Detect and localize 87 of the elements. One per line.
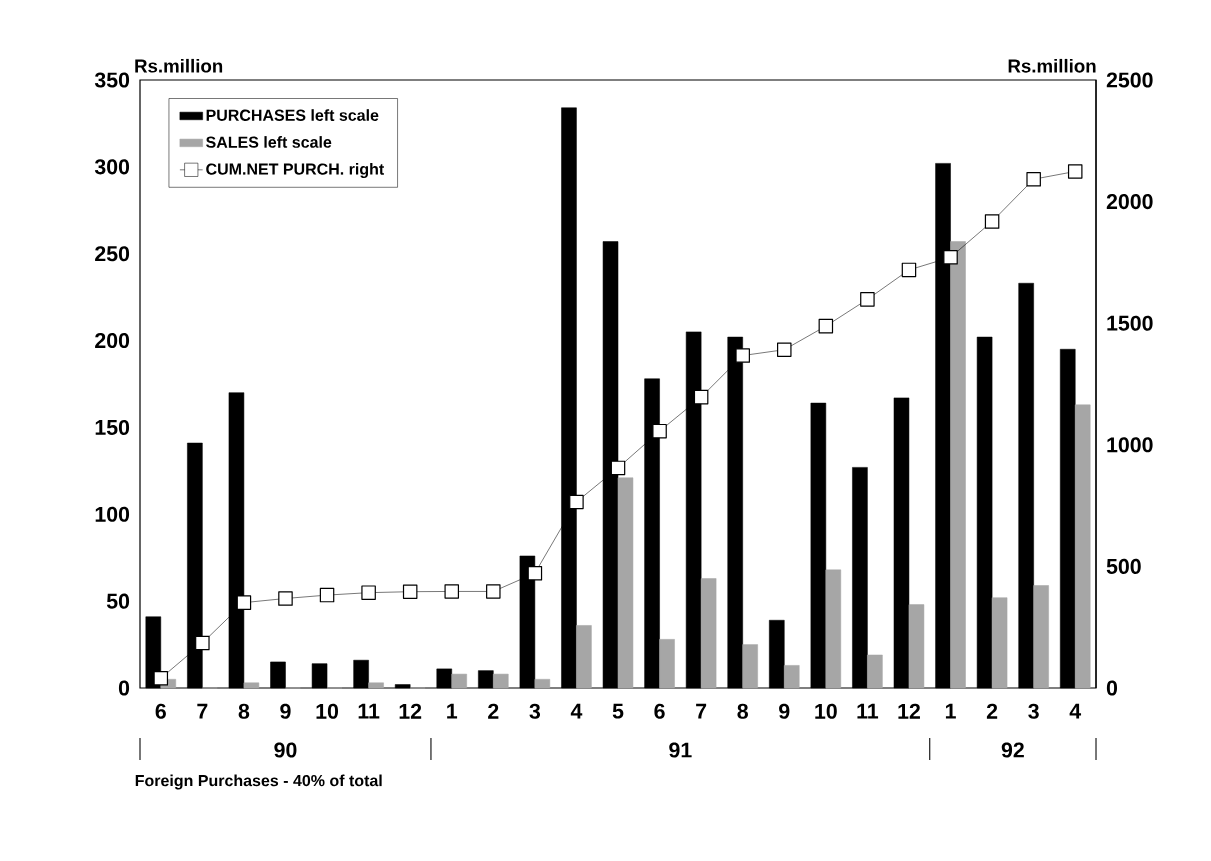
point [652, 423, 667, 439]
x-tick-label: 12 [399, 703, 422, 719]
text: 92 [1001, 742, 1024, 758]
point [195, 635, 210, 651]
point [901, 262, 917, 278]
x-tick-label: 1 [447, 703, 458, 719]
point [236, 595, 252, 610]
x-tick-label: 4 [570, 703, 583, 719]
x-tick-label: 11 [857, 703, 879, 719]
y-tick-label: 100 [95, 506, 130, 522]
bar [493, 673, 509, 689]
bar [700, 578, 717, 689]
point [361, 585, 376, 600]
bar [784, 665, 800, 689]
bar [243, 682, 260, 689]
point [444, 584, 460, 599]
bar [867, 654, 883, 689]
point [777, 342, 792, 357]
bar [534, 679, 551, 689]
bar [950, 241, 966, 689]
point [610, 460, 626, 476]
y-tick-label: 250 [95, 246, 130, 262]
point [984, 214, 1000, 229]
y-tick-label: 200 [95, 333, 130, 349]
x-tick-label: 2 [986, 703, 998, 719]
point [319, 587, 335, 603]
x-tick-label: 5 [612, 703, 624, 719]
point [402, 584, 418, 599]
x-tick-label: 9 [779, 703, 790, 719]
bar [908, 604, 925, 689]
x-tick-label: 10 [316, 703, 339, 719]
y2-axis-title: Rs.million [1008, 58, 1096, 73]
point [1026, 171, 1041, 187]
point [693, 389, 709, 405]
y-tick-label: 50 [106, 593, 130, 609]
y-tick-label: 300 [94, 159, 130, 175]
x-tick-label: 3 [529, 703, 541, 719]
point [860, 292, 875, 307]
x-tick-label: 9 [280, 703, 291, 719]
x-tick-label: 2 [488, 703, 499, 719]
y2-tick-label: 1500 [1107, 315, 1153, 331]
bar [659, 639, 675, 689]
y-axis-title: Rs.million [135, 58, 223, 73]
y2-tick-label: 2500 [1106, 72, 1153, 88]
legend-label: SALES left scale [206, 136, 332, 148]
bar [825, 569, 842, 689]
bar [742, 644, 758, 689]
x-tick-label: 7 [197, 703, 208, 719]
y-tick-label: 350 [94, 72, 130, 88]
x-tick-label: 11 [358, 703, 380, 719]
y2-tick-label: 1000 [1107, 437, 1153, 453]
bar [1033, 585, 1049, 689]
point [569, 494, 584, 510]
point [278, 591, 293, 606]
point [153, 671, 169, 686]
bar [991, 597, 1008, 689]
y-tick-label: 150 [95, 419, 130, 435]
y2-tick-label: 500 [1106, 558, 1141, 574]
x-tick-label: 8 [737, 703, 748, 719]
x-tick-label: 3 [1028, 703, 1039, 719]
point [735, 348, 750, 363]
bar [451, 673, 467, 689]
point [818, 318, 834, 334]
legend-label: PURCHASES left scale [206, 109, 379, 121]
x-tick-label: 7 [696, 703, 707, 719]
point [486, 584, 501, 599]
x-tick-label: 8 [238, 703, 250, 719]
text: 90 [274, 742, 297, 758]
x-tick-label: 1 [945, 703, 956, 719]
text: Foreign Purchases - 40% of total [135, 774, 382, 790]
bar [617, 477, 634, 689]
x-tick-label: 6 [155, 703, 166, 719]
bar [368, 682, 384, 689]
bar [576, 625, 592, 689]
y2-tick-label: 2000 [1106, 194, 1153, 210]
point [1067, 164, 1083, 179]
y-tick-label: 0 [118, 680, 130, 696]
x-tick-label: 12 [898, 703, 920, 719]
x-tick-label: 6 [654, 703, 665, 719]
point [527, 565, 543, 581]
bar [1074, 404, 1091, 689]
text: 91 [669, 742, 692, 758]
x-tick-label: 10 [815, 703, 837, 719]
x-tick-label: 4 [1069, 703, 1082, 719]
legend-label: CUM.NET PURCH. right [206, 163, 385, 178]
point [943, 250, 958, 265]
y2-tick-label: 0 [1106, 680, 1118, 696]
